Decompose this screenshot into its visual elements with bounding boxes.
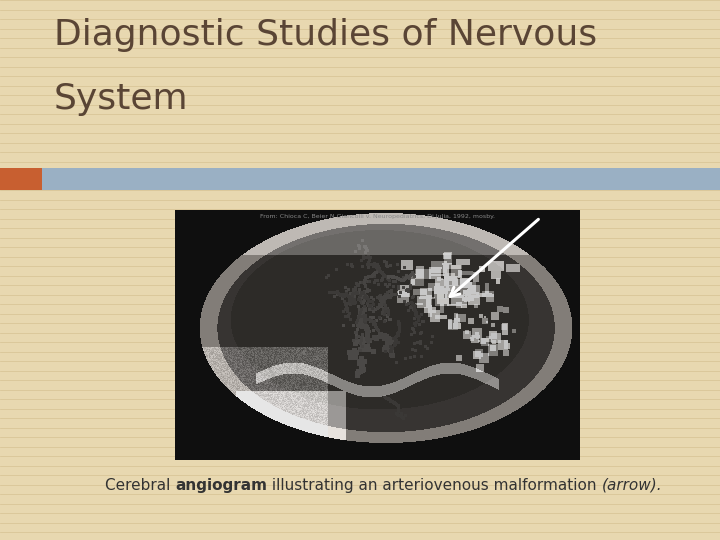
Text: System: System bbox=[54, 82, 189, 116]
Text: From: Chioca C, Beier N Giancolli v. Neuropediatrics, Di Julia, 1992, mosby.: From: Chioca C, Beier N Giancolli v. Neu… bbox=[260, 214, 495, 219]
Text: angiogram: angiogram bbox=[175, 478, 267, 493]
Text: (arrow).: (arrow). bbox=[602, 478, 662, 493]
Bar bbox=[42, 168, 720, 190]
Text: Diagnostic Studies of Nervous: Diagnostic Studies of Nervous bbox=[54, 18, 597, 52]
Text: Cerebral: Cerebral bbox=[105, 478, 175, 493]
Bar bbox=[0, 168, 42, 190]
Text: illustrating an arteriovenous malformation: illustrating an arteriovenous malformati… bbox=[267, 478, 602, 493]
